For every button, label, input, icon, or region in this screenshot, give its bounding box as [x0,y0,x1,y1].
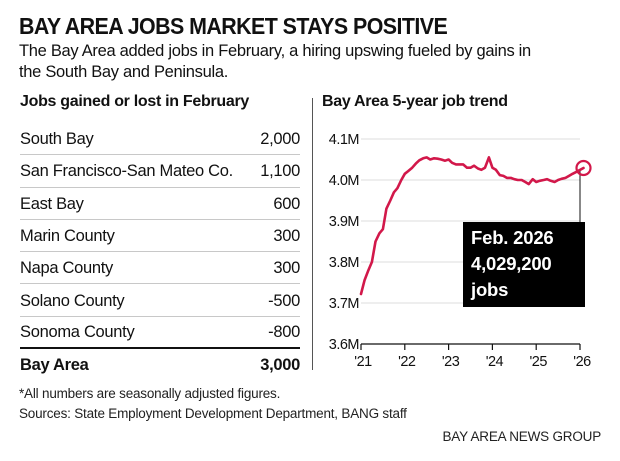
svg-text:3.9M: 3.9M [329,214,359,230]
table-row: Solano County -500 [20,284,300,317]
latest-point-marker [575,159,592,177]
panel-divider [312,98,313,370]
region-label: Marin County [20,227,115,246]
region-value: 300 [273,259,300,278]
x-axis-labels: '21 '22 '23 '24 '25 '26 [354,354,591,370]
jobs-table: South Bay 2,000 San Francisco-San Mateo … [20,123,300,379]
svg-text:4.1M: 4.1M [329,132,359,148]
annotation-value: 4,029,200 [471,253,552,274]
svg-text:4.0M: 4.0M [329,173,359,189]
chart-subtitle: The Bay Area added jobs in February, a h… [19,42,531,81]
svg-text:'22: '22 [398,354,416,370]
table-row: Sonoma County -800 [20,317,300,350]
svg-text:3.7M: 3.7M [329,296,359,312]
line-chart: 3.6M 3.7M 3.8M 3.9M 4.0M 4.1M '21 '22 '23 '24 '25… [329,132,592,370]
table-title: Jobs gained or lost in February [20,93,249,110]
table-row: East Bay 600 [20,188,300,220]
footnote: *All numbers are seasonally adjusted fig… [19,386,281,401]
region-label: Napa County [20,259,114,278]
region-value: -500 [268,291,300,310]
table-row: South Bay 2,000 [20,123,300,156]
svg-text:'25: '25 [529,354,547,370]
region-value: 2,000 [260,130,300,149]
svg-text:'24: '24 [486,354,504,370]
svg-text:3.8M: 3.8M [329,255,359,271]
x-axis-ticks [360,344,581,350]
y-axis-labels: 3.6M 3.7M 3.8M 3.9M 4.0M 4.1M [329,132,360,353]
table-row: San Francisco-San Mateo Co. 1,100 [20,155,300,188]
svg-text:'21: '21 [354,354,372,370]
annotation-callout: Feb. 2026 4,029,200 jobs [463,222,585,307]
annotation-date: Feb. 2026 [471,227,554,248]
region-value: -800 [268,323,300,342]
table-row: Marin County 300 [20,220,300,253]
table-row: Napa County 300 [20,252,300,285]
sources-line: Sources: State Employment Development De… [19,406,407,421]
total-value: 3,000 [260,355,300,374]
svg-text:'23: '23 [442,354,460,370]
chart-headline: BAY AREA JOBS MARKET STAYS POSITIVE [19,13,448,39]
annotation-unit: jobs [471,279,509,300]
svg-text:3.6M: 3.6M [329,337,359,353]
region-label: Sonoma County [20,323,135,342]
region-label: Solano County [20,291,125,310]
region-value: 600 [273,194,300,213]
region-label: San Francisco-San Mateo Co. [20,162,233,181]
region-label: South Bay [20,130,94,149]
trend-line [359,156,585,296]
svg-text:'26: '26 [573,354,591,370]
region-value: 300 [273,227,300,246]
total-label: Bay Area [20,355,89,374]
chart-title: Bay Area 5-year job trend [322,93,508,110]
region-value: 1,100 [260,162,300,181]
table-total-row: Bay Area 3,000 [20,349,300,379]
region-label: East Bay [20,194,84,213]
credit-line: BAY AREA NEWS GROUP [442,429,602,444]
